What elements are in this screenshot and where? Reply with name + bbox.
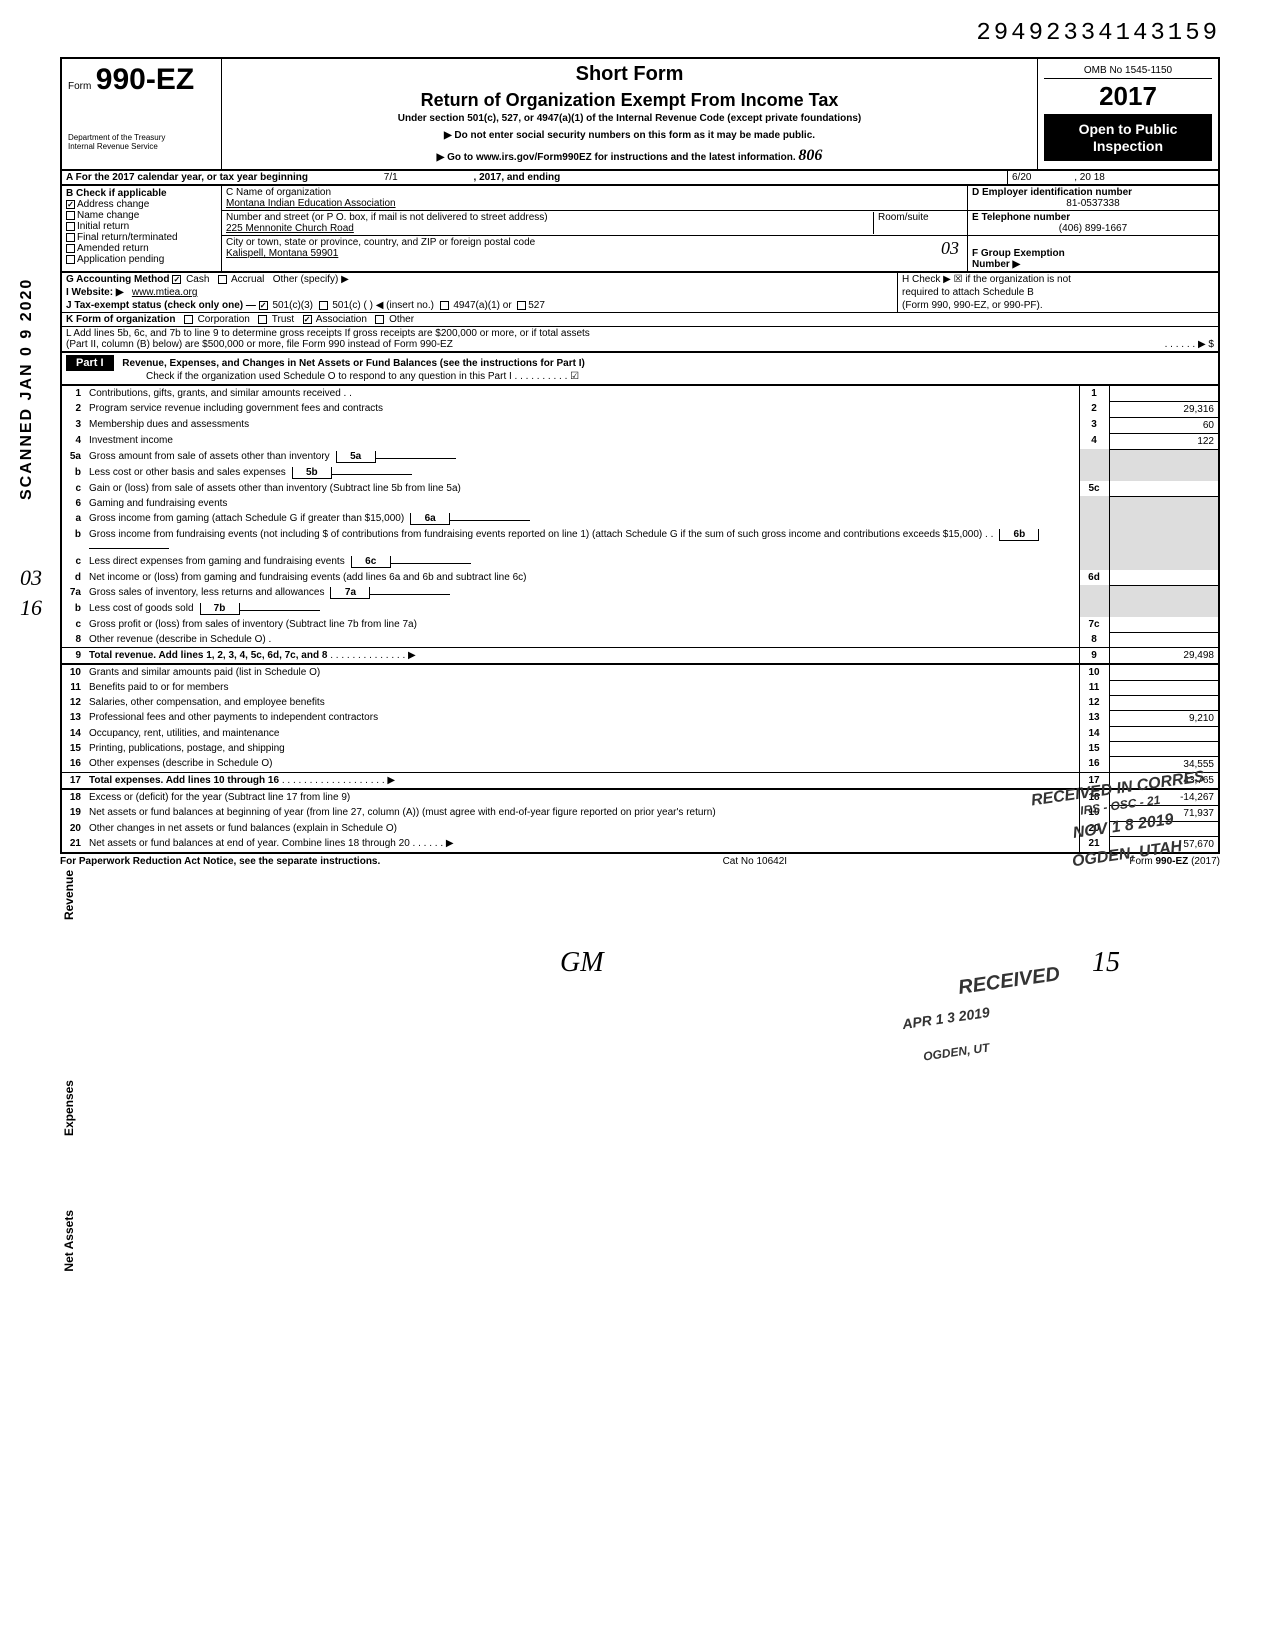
label-city: City or town, state or province, country… [226, 237, 963, 248]
chk-label-4: Amended return [77, 243, 149, 254]
line-h-3: (Form 990, 990-EZ, or 990-PF). [898, 299, 1218, 313]
checkbox-501c3[interactable]: ✓ [259, 301, 268, 310]
block-b-label: B Check if applicable [66, 188, 217, 199]
label-d: D Employer identification number [972, 187, 1214, 198]
line-h-2: required to attach Schedule B [898, 286, 1218, 299]
short-form-label: Short Form [232, 63, 1027, 86]
handwritten-806: 806 [798, 147, 822, 164]
line-g-label: G Accounting Method [66, 274, 170, 285]
form-label: Form [68, 81, 91, 92]
checkbox-address-change[interactable]: ✓ [66, 200, 75, 209]
4947-label: 4947(a)(1) or [453, 300, 511, 311]
line-l-1: L Add lines 5b, 6c, and 7b to line 9 to … [66, 328, 1214, 339]
checkbox-final-return[interactable] [66, 233, 75, 242]
document-locator-number: 29492334143159 [60, 20, 1220, 47]
accrual-label: Accrual [231, 274, 264, 285]
header-block-bcd: B Check if applicable ✓Address change Na… [60, 186, 1220, 273]
checkbox-assoc[interactable]: ✓ [303, 315, 312, 324]
line-a-label: A For the 2017 calendar year, or tax yea… [66, 172, 308, 183]
form-number: 990-EZ [96, 63, 194, 96]
line-l-arrow: . . . . . . ▶ $ [1165, 339, 1214, 350]
city: Kalispell, Montana 59901 [226, 248, 963, 259]
label-e: E Telephone number [972, 212, 1214, 223]
phone: (406) 899-1667 [972, 223, 1214, 234]
other-org-label: Other [389, 314, 414, 325]
line-h-1: H Check ▶ ☒ if the organization is not [898, 273, 1218, 286]
line-a: A For the 2017 calendar year, or tax yea… [60, 171, 1220, 186]
checkbox-cash[interactable]: ✓ [172, 275, 181, 284]
line-a-mid: , 2017, and ending [474, 172, 561, 183]
expenses-sidebar: Expenses [62, 1080, 76, 1136]
checkbox-initial-return[interactable] [66, 222, 75, 231]
form-title: Return of Organization Exempt From Incom… [232, 90, 1027, 111]
ein: 81-0537338 [972, 198, 1214, 209]
room-handwritten: 03 [941, 238, 959, 259]
part-1-check: Check if the organization used Schedule … [146, 371, 579, 382]
handwritten-page: 15 [1092, 947, 1120, 979]
line-k-label: K Form of organization [66, 314, 175, 325]
checkbox-501c[interactable] [319, 301, 328, 310]
street: 225 Mennonite Church Road [226, 223, 873, 234]
501c-label: 501(c) ( ) ◀ (insert no.) [332, 300, 434, 311]
part-1-title: Revenue, Expenses, and Changes in Net As… [122, 358, 585, 369]
stamp-date: APR 1 3 2019 [901, 1004, 990, 1032]
instruction-2: ▶ Go to www.irs.gov/Form990EZ for instru… [232, 147, 1027, 165]
handwritten-initials: GM [560, 947, 604, 979]
instruction-1: ▶ Do not enter social security numbers o… [232, 130, 1027, 141]
checkbox-corp[interactable] [184, 315, 193, 324]
checkbox-trust[interactable] [258, 315, 267, 324]
omb-number: OMB No 1545-1150 [1044, 63, 1212, 79]
form-subtitle: Under section 501(c), 527, or 4947(a)(1)… [232, 113, 1027, 124]
checkbox-527[interactable] [517, 301, 526, 310]
end-date-yr: , 20 18 [1074, 172, 1105, 183]
chk-label-5: Application pending [77, 254, 164, 265]
stamp-ogden: OGDEN, UT [923, 1040, 991, 1063]
website: www.mtiea.org [132, 287, 198, 298]
form-header: Form 990-EZ Department of the Treasury I… [60, 57, 1220, 171]
footer-mid: Cat No 10642I [723, 856, 788, 867]
tax-year: 20201717 [1044, 79, 1212, 115]
chk-label-2: Initial return [77, 221, 129, 232]
assoc-label: Association [316, 314, 367, 325]
end-date-mo: 6/20 [1012, 172, 1031, 183]
footer-left: For Paperwork Reduction Act Notice, see … [60, 856, 380, 867]
label-c: C Name of organization [226, 187, 963, 198]
scanned-stamp: SCANNED JAN 0 9 2020 [18, 278, 36, 500]
trust-label: Trust [272, 314, 294, 325]
checkbox-other-org[interactable] [375, 315, 384, 324]
line-i-label: I Website: ▶ [66, 287, 124, 298]
527-label: 527 [528, 300, 545, 311]
department-label: Department of the Treasury Internal Reve… [68, 133, 215, 151]
chk-label-3: Final return/terminated [77, 232, 178, 243]
label-street: Number and street (or P O. box, if mail … [226, 212, 873, 223]
margin-hand-2: 16 [20, 595, 42, 621]
checkbox-pending[interactable] [66, 255, 75, 264]
line-l-2: (Part II, column (B) below) are $500,000… [66, 339, 453, 350]
revenue-sidebar: Revenue [62, 870, 76, 920]
begin-date: 7/1 [311, 172, 471, 183]
chk-label-0: Address change [77, 199, 149, 210]
checkbox-accrual[interactable] [218, 275, 227, 284]
other-method-label: Other (specify) ▶ [273, 274, 349, 285]
chk-label-1: Name change [77, 210, 139, 221]
margin-hand-1: 03 [20, 565, 42, 591]
part-1-header: Part I Revenue, Expenses, and Changes in… [60, 353, 1220, 386]
net-assets-sidebar: Net Assets [62, 1210, 76, 1272]
line-j-label: J Tax-exempt status (check only one) — [66, 300, 256, 311]
checkbox-amended[interactable] [66, 244, 75, 253]
label-f: F Group Exemption Number ▶ [972, 248, 1065, 270]
part-1-table: 1Contributions, gifts, grants, and simil… [60, 386, 1220, 854]
501c3-label: 501(c)(3) [272, 300, 313, 311]
label-room: Room/suite [873, 212, 963, 234]
lines-g-through-l: G Accounting Method ✓ Cash Accrual Other… [60, 273, 1220, 353]
checkbox-name-change[interactable] [66, 211, 75, 220]
org-name: Montana Indian Education Association [226, 198, 963, 209]
checkbox-4947[interactable] [440, 301, 449, 310]
cash-label: Cash [186, 274, 209, 285]
part-1-label: Part I [66, 355, 114, 371]
corp-label: Corporation [198, 314, 250, 325]
open-to-public: Open to Public Inspection [1044, 115, 1212, 161]
